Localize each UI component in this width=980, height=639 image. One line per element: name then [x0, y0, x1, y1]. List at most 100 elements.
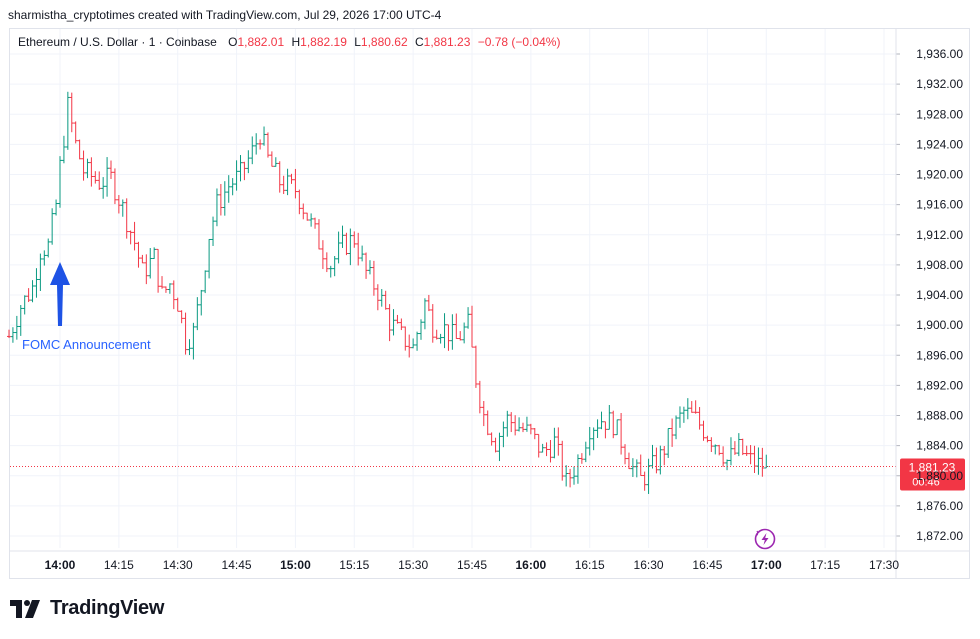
ohlc-bar: [262, 126, 267, 146]
ohlc-bar: [442, 313, 447, 349]
ohlc-bar: [395, 314, 400, 324]
ohlc-bar: [466, 307, 471, 329]
ohlc-bar: [160, 276, 165, 289]
ohlc-bar: [650, 444, 655, 469]
ohlc-bar: [367, 260, 372, 275]
y-tick-label: 1,900.00: [916, 318, 963, 332]
ohlc-bar: [356, 232, 361, 266]
ohlc-bar: [685, 398, 690, 420]
ohlc-bar: [438, 333, 443, 344]
ohlc-bar: [677, 406, 682, 428]
ohlc-bar: [128, 230, 133, 245]
ohlc-bar: [120, 199, 125, 217]
y-tick-label: 1,908.00: [916, 258, 963, 272]
ohlc-bar: [65, 91, 70, 150]
ohlc-bar: [85, 158, 90, 179]
ohlc-bar: [81, 150, 86, 181]
ohlc-bar: [344, 232, 349, 256]
ohlc-bar: [14, 315, 19, 340]
ohlc-bar: [595, 419, 600, 438]
ohlc-bar: [207, 238, 212, 279]
ohlc-bar: [379, 289, 384, 307]
ohlc-bar: [301, 203, 306, 220]
ohlc-bar: [214, 188, 219, 227]
x-tick-label: 15:45: [457, 558, 487, 572]
y-tick-label: 1,876.00: [916, 499, 963, 513]
ohlc-bar: [18, 305, 23, 336]
ohlc-bar: [42, 250, 47, 266]
ohlc-bar: [246, 150, 251, 174]
ohlc-bar: [254, 133, 259, 155]
ohlc-bar: [167, 283, 172, 294]
ohlc-bar: [171, 280, 176, 310]
chart-frame[interactable]: [9, 28, 970, 579]
open-value: 1,882.01: [237, 35, 285, 49]
ohlc-bar: [34, 268, 39, 298]
ohlc-bar: [109, 160, 114, 179]
ohlc-bar: [324, 252, 329, 273]
attribution-text: sharmistha_cryptotimes created with Trad…: [8, 8, 442, 22]
y-tick-label: 1,884.00: [916, 439, 963, 453]
last-price-tag: [900, 458, 965, 491]
ohlc-bar: [572, 466, 577, 485]
ohlc-bar: [748, 445, 753, 465]
ohlc-bar: [568, 468, 573, 488]
x-tick-label: 15:30: [398, 558, 428, 572]
ohlc-bar: [760, 447, 765, 477]
ohlc-bar: [603, 421, 608, 439]
grid-lines: [10, 29, 896, 548]
ohlc-bar: [105, 157, 110, 197]
ohlc-bar: [313, 217, 318, 229]
ohlc-bar: [579, 453, 584, 464]
ohlc-bar: [415, 331, 420, 351]
ohlc-bar: [371, 260, 376, 296]
ohlc-bar: [681, 406, 686, 423]
ohlc-bar: [93, 171, 98, 184]
ohlc-bar: [528, 423, 533, 435]
ohlc-bar: [473, 345, 478, 388]
ohlc-bar: [619, 412, 624, 455]
ohlc-bar: [22, 295, 27, 315]
ohlc-bar: [752, 445, 757, 474]
y-tick-label: 1,892.00: [916, 378, 963, 392]
ohlc-bar: [564, 465, 569, 487]
ohlc-bar: [30, 280, 35, 303]
ohlc-bar: [6, 329, 11, 339]
ohlc-bar: [462, 322, 467, 344]
ohlc-bar: [211, 216, 216, 246]
ohlc-bar: [234, 160, 239, 191]
ohlc-bar: [273, 157, 278, 167]
bolt-icon[interactable]: [753, 527, 777, 551]
ohlc-bar: [630, 458, 635, 477]
ohlc-bar: [50, 208, 55, 245]
ohlc-bar: [493, 437, 498, 453]
y-tick-label: 1,880.00: [916, 469, 963, 483]
x-tick-label: 17:00: [751, 558, 782, 572]
ohlc-bar: [269, 151, 274, 167]
ohlc-bar: [697, 407, 702, 430]
y-tick-label: 1,928.00: [916, 107, 963, 121]
ohlc-bar: [728, 437, 733, 466]
ohlc-bar: [560, 440, 565, 481]
countdown-value: 00:46: [912, 476, 940, 488]
ohlc-bar: [501, 421, 506, 448]
ohlc-bar: [61, 135, 66, 164]
change-value: −0.78 (−0.04%): [477, 35, 561, 49]
symbol-title: Ethereum / U.S. Dollar · 1 · Coinbase: [18, 35, 217, 49]
ohlc-bar: [112, 168, 117, 205]
tradingview-logo[interactable]: TradingView: [10, 597, 164, 620]
ohlc-bar: [740, 438, 745, 456]
ohlc-bar: [623, 444, 628, 465]
ohlc-bar: [634, 459, 639, 478]
ohlc-bar: [524, 416, 529, 432]
ohlc-bar: [654, 447, 659, 474]
ohlc-bar: [532, 428, 537, 440]
y-tick-label: 1,888.00: [916, 409, 963, 423]
price-axis: 1,872.00 1,876.00 1,880.00 1,884.00 1,888.00…: [895, 29, 963, 578]
symbol-legend[interactable]: Ethereum / U.S. Dollar · 1 · Coinbase O1…: [18, 35, 560, 49]
ohlc-bar: [599, 411, 604, 430]
y-tick-label: 1,920.00: [916, 168, 963, 182]
ohlc-bar: [517, 417, 522, 432]
ohlc-bar: [615, 419, 620, 436]
